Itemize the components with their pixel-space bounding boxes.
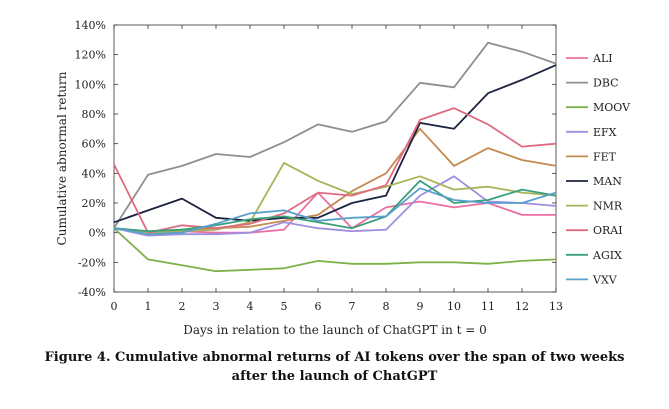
x-tick-label: 7 xyxy=(349,300,356,313)
series-line-nmr xyxy=(113,161,557,234)
y-axis-title: Cumulative abnormal return xyxy=(55,71,69,245)
x-tick-label: 10 xyxy=(447,300,461,313)
x-tick-label: 12 xyxy=(515,300,529,313)
y-tick-label: 40% xyxy=(82,167,106,180)
x-tick-label: 4 xyxy=(247,300,254,313)
x-tick-label: 1 xyxy=(145,300,152,313)
y-tick-label: 0% xyxy=(89,227,106,240)
x-tick-label: 9 xyxy=(417,300,424,313)
legend-label-efx: EFX xyxy=(593,126,617,139)
series-line-fet xyxy=(113,127,557,234)
legend-label-dbc: DBC xyxy=(593,77,619,90)
series-line-dbc xyxy=(113,41,557,229)
x-axis-title: Days in relation to the launch of ChatGP… xyxy=(183,323,487,337)
x-tick-label: 2 xyxy=(179,300,186,313)
series-layer xyxy=(113,41,557,273)
series-line-vxv xyxy=(113,187,557,236)
x-tick-label: 5 xyxy=(281,300,288,313)
legend-label-orai: ORAI xyxy=(593,224,623,237)
y-axis: -40% -20% 0% 20% 40% 60% 80% 100% 120% 140% xyxy=(75,19,556,299)
y-tick-label: 20% xyxy=(82,197,106,210)
y-tick-label: 100% xyxy=(75,78,106,91)
y-tick-label: 80% xyxy=(82,108,106,121)
y-tick-label: -40% xyxy=(78,286,106,299)
plot-border xyxy=(113,24,557,293)
series-line-moov xyxy=(113,227,557,273)
x-tick-label: 11 xyxy=(481,300,495,313)
y-tick-label: -20% xyxy=(78,256,106,269)
series-line-agix xyxy=(113,179,557,233)
series-line-orai xyxy=(113,107,557,234)
legend-label-nmr: NMR xyxy=(593,200,623,213)
x-tick-label: 0 xyxy=(111,300,118,313)
x-tick-label: 3 xyxy=(213,300,220,313)
x-tick-label: 8 xyxy=(383,300,390,313)
x-axis: 0 1 2 3 4 5 6 7 8 9 10 11 12 13 xyxy=(111,25,563,313)
series-line-man xyxy=(113,64,557,224)
plot-frame xyxy=(113,24,557,293)
figure-caption: Figure 4. Cumulative abnormal returns of… xyxy=(0,348,669,386)
legend-label-vxv: VXV xyxy=(592,273,618,286)
y-tick-label: 140% xyxy=(75,19,106,32)
caption-line-1: Figure 4. Cumulative abnormal returns of… xyxy=(44,350,625,365)
legend-label-moov: MOOV xyxy=(593,101,631,114)
legend: ALI DBC MOOV EFX FET MAN NMR ORAI AGIX VXV xyxy=(566,52,631,286)
series-line-efx xyxy=(113,175,557,237)
caption-line-2: after the launch of ChatGPT xyxy=(231,369,438,384)
y-tick-label: 60% xyxy=(82,138,106,151)
y-tick-label: 120% xyxy=(75,49,106,62)
legend-label-fet: FET xyxy=(593,150,617,163)
legend-label-man: MAN xyxy=(593,175,622,188)
x-tick-label: 6 xyxy=(315,300,322,313)
legend-label-ali: ALI xyxy=(592,52,613,65)
x-tick-label: 13 xyxy=(549,300,563,313)
legend-label-agix: AGIX xyxy=(592,249,622,262)
